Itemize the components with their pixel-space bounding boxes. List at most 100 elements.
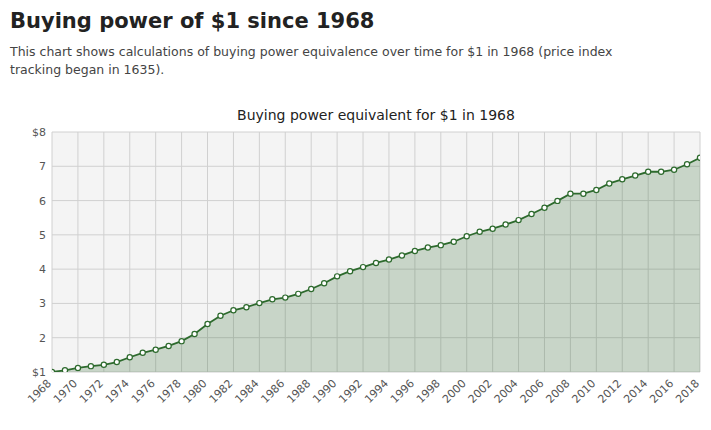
x-tick-label: 2000 xyxy=(440,377,469,406)
marker xyxy=(218,313,223,318)
x-tick-label: 1990 xyxy=(310,377,339,406)
x-grid-line xyxy=(181,132,182,372)
chart: Buying power of $1 since 1968 This chart … xyxy=(0,0,711,430)
x-tick-label: 1992 xyxy=(336,377,365,406)
marker xyxy=(516,218,521,223)
marker xyxy=(620,177,625,182)
marker xyxy=(166,343,171,348)
x-grid-line xyxy=(77,132,78,372)
marker xyxy=(153,347,158,352)
x-tick-label: 1976 xyxy=(129,377,158,406)
marker xyxy=(425,245,430,250)
marker xyxy=(283,295,288,300)
marker xyxy=(114,359,119,364)
chart-title: Buying power equivalent for $1 in 1968 xyxy=(237,107,515,123)
marker xyxy=(322,281,327,286)
axes: $1234567$8196819701972197419761978198019… xyxy=(25,126,702,406)
x-tick-label: 1970 xyxy=(51,377,80,406)
y-tick-label: 6 xyxy=(39,195,46,208)
x-tick-label: 1974 xyxy=(103,377,132,406)
x-tick-label: 1994 xyxy=(362,377,391,406)
x-tick-label: 1984 xyxy=(232,377,261,406)
marker xyxy=(257,300,262,305)
marker xyxy=(296,291,301,296)
marker xyxy=(697,155,700,160)
subtitle-line: tracking began in 1635). xyxy=(10,62,164,77)
marker xyxy=(399,253,404,258)
x-grid-line xyxy=(52,132,53,372)
area xyxy=(52,158,700,372)
x-tick-label: 2014 xyxy=(621,377,650,406)
marker xyxy=(594,187,599,192)
y-tick-label: 7 xyxy=(39,160,46,173)
y-tick-label: 4 xyxy=(39,263,46,276)
marker xyxy=(179,339,184,344)
marker xyxy=(205,321,210,326)
marker xyxy=(607,181,612,186)
marker xyxy=(529,211,534,216)
x-tick-label: 1998 xyxy=(414,377,443,406)
x-grid-line xyxy=(155,132,156,372)
x-tick-label: 1988 xyxy=(284,377,313,406)
marker xyxy=(671,167,676,172)
grid xyxy=(52,132,700,372)
marker xyxy=(412,248,417,253)
marker xyxy=(451,239,456,244)
y-tick-label: $8 xyxy=(32,126,46,139)
x-tick-label: 1978 xyxy=(155,377,184,406)
marker xyxy=(464,234,469,239)
marker xyxy=(386,257,391,262)
series xyxy=(52,155,700,372)
marker xyxy=(270,297,275,302)
marker xyxy=(88,364,93,369)
marker xyxy=(646,169,651,174)
marker xyxy=(503,222,508,227)
marker xyxy=(192,331,197,336)
x-tick-label: 2008 xyxy=(544,377,573,406)
marker xyxy=(347,269,352,274)
x-tick-label: 1980 xyxy=(181,377,210,406)
marker xyxy=(555,198,560,203)
title: Buying power of $1 since 1968 xyxy=(10,9,374,33)
y-grid-line xyxy=(52,132,700,133)
marker xyxy=(127,355,132,360)
x-grid-line xyxy=(129,132,130,372)
x-tick-label: 2012 xyxy=(595,377,624,406)
y-tick-label: 2 xyxy=(39,332,46,345)
subtitle-line: This chart shows calculations of buying … xyxy=(9,44,612,59)
marker xyxy=(309,286,314,291)
x-tick-label: 2004 xyxy=(492,377,521,406)
plot-background xyxy=(52,132,700,372)
marker xyxy=(360,264,365,269)
marker xyxy=(335,274,340,279)
y-tick-label: 5 xyxy=(39,229,46,242)
marker xyxy=(75,365,80,370)
marker xyxy=(633,173,638,178)
x-tick-label: 1972 xyxy=(77,377,106,406)
marker xyxy=(140,350,145,355)
x-tick-label: 1996 xyxy=(388,377,417,406)
x-tick-label: 2016 xyxy=(647,377,676,406)
marker xyxy=(373,260,378,265)
marker xyxy=(659,169,664,174)
y-grid-line xyxy=(52,166,700,167)
marker xyxy=(101,362,106,367)
marker xyxy=(52,369,55,372)
x-tick-label: 1982 xyxy=(207,377,236,406)
x-tick-label: 1986 xyxy=(258,377,287,406)
marker xyxy=(62,368,67,372)
x-grid-line xyxy=(103,132,104,372)
marker xyxy=(477,229,482,234)
line xyxy=(52,158,700,372)
marker xyxy=(581,191,586,196)
x-tick-label: 1968 xyxy=(25,377,54,406)
subtitle: This chart shows calculations of buying … xyxy=(9,44,612,77)
y-tick-label: 3 xyxy=(39,297,46,310)
marker xyxy=(438,243,443,248)
x-tick-label: 2018 xyxy=(673,377,702,406)
marker xyxy=(231,308,236,313)
marker xyxy=(542,205,547,210)
x-tick-label: 2006 xyxy=(518,377,547,406)
marker xyxy=(684,162,689,167)
marker xyxy=(244,305,249,310)
